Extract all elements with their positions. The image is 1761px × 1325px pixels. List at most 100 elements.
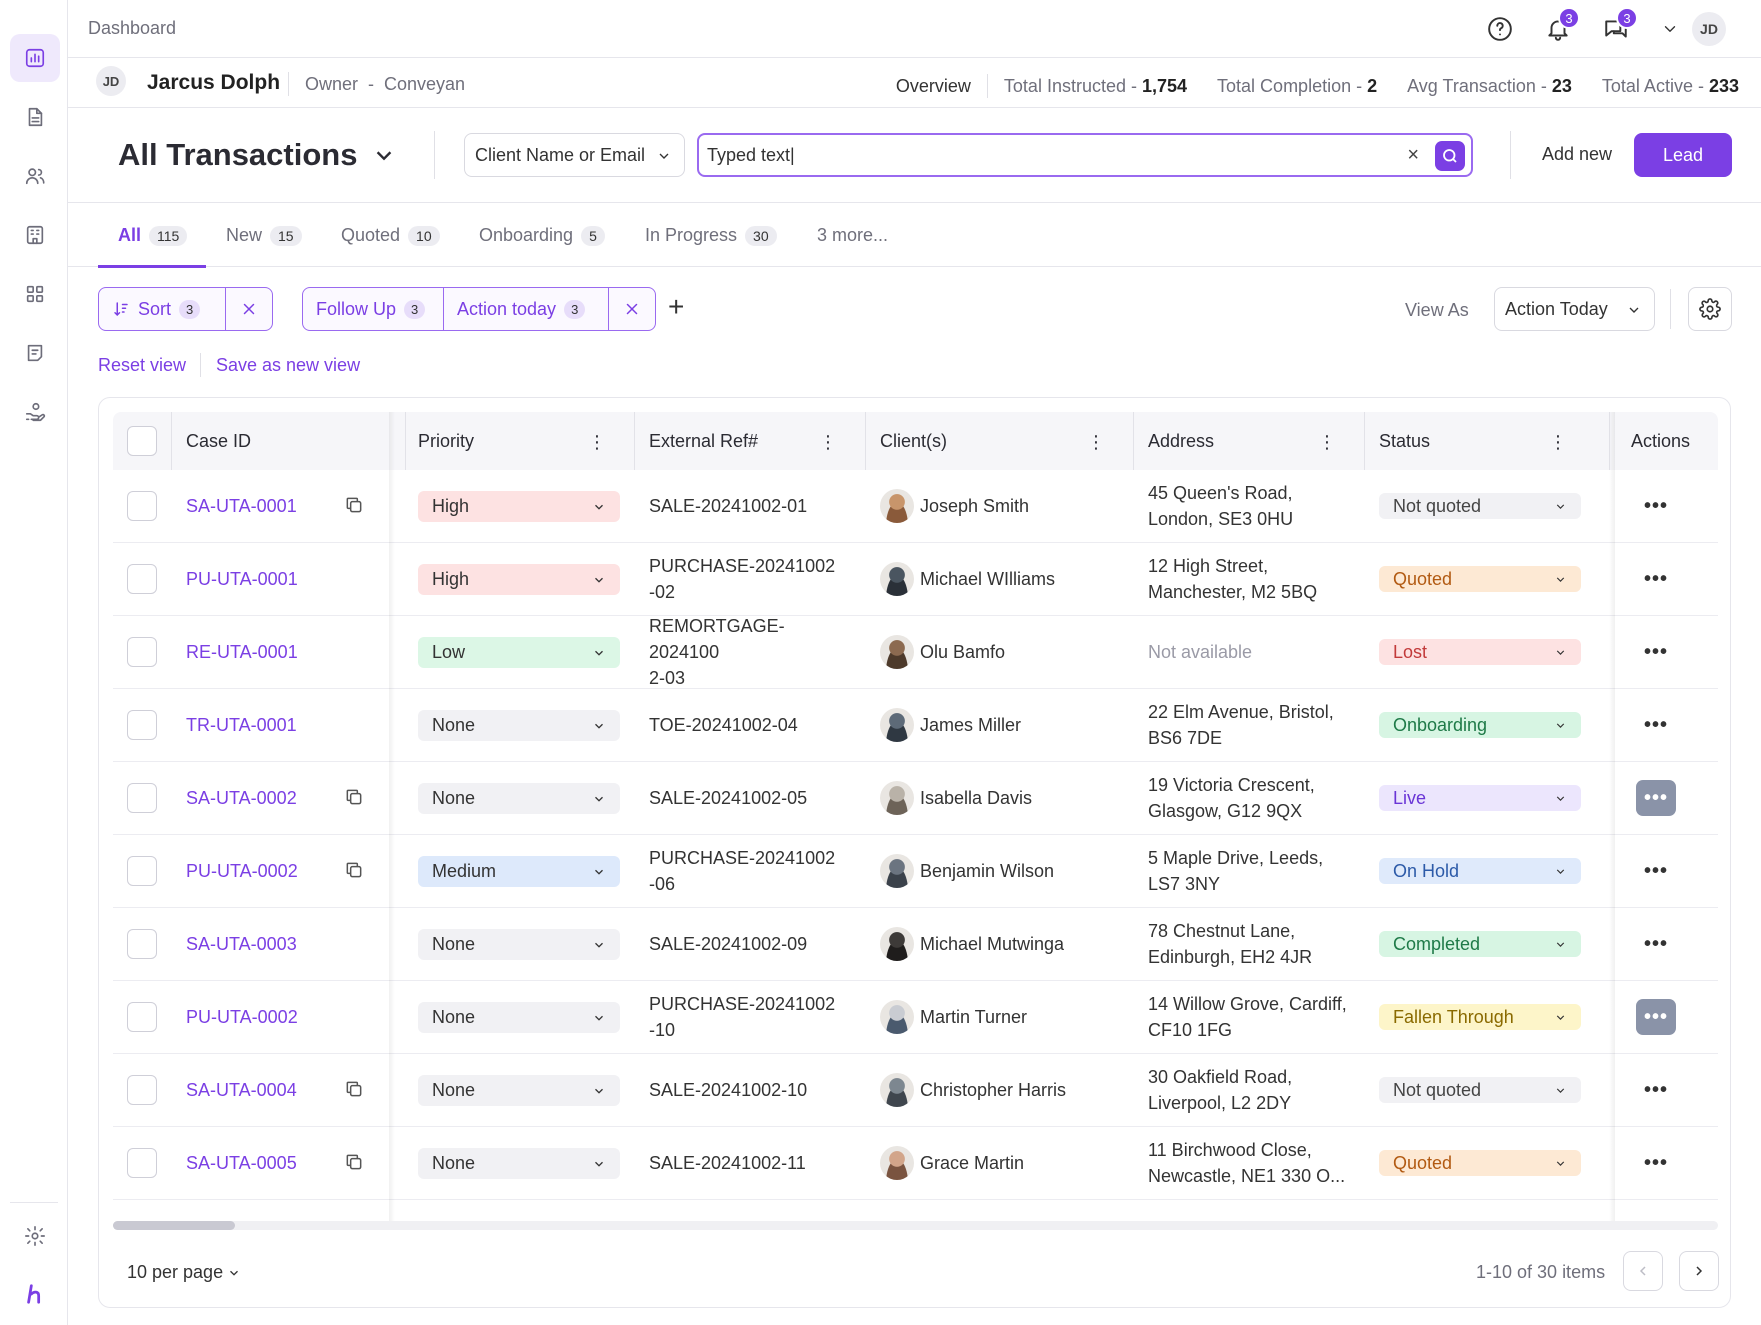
row-checkbox[interactable] (127, 710, 157, 740)
table-row[interactable]: SA-UTA-0005 None SALE-20241002-11 Grace Mar… (113, 1127, 1718, 1200)
row-checkbox[interactable] (127, 564, 157, 594)
priority-select[interactable]: None (418, 709, 620, 741)
table-settings-button[interactable] (1688, 287, 1732, 331)
priority-select[interactable]: None (418, 1074, 620, 1106)
case-id-link[interactable]: SA-UTA-0002 (186, 788, 297, 808)
status-select[interactable]: Completed (1379, 931, 1581, 957)
row-checkbox[interactable] (127, 1075, 157, 1105)
copy-icon[interactable] (344, 495, 364, 515)
case-id-link[interactable]: SA-UTA-0001 (186, 496, 297, 516)
row-checkbox[interactable] (127, 929, 157, 959)
copy-icon[interactable] (344, 1152, 364, 1172)
case-id-link[interactable]: PU-UTA-0002 (186, 861, 298, 881)
page-title-dropdown[interactable]: All Transactions (118, 137, 395, 173)
clear-sort-button[interactable] (226, 288, 272, 330)
priority-select[interactable]: Low (418, 636, 620, 668)
user-avatar[interactable]: JD (1692, 12, 1726, 46)
column-header-external-ref[interactable]: External Ref# ⋮ (649, 412, 855, 470)
column-menu-icon[interactable]: ⋮ (588, 432, 606, 452)
sidebar-item-documents[interactable] (10, 93, 60, 141)
select-all-checkbox[interactable] (127, 426, 157, 456)
tab-all[interactable]: All 115 (118, 225, 188, 246)
copy-icon[interactable] (344, 1079, 364, 1099)
row-actions-button[interactable]: ••• (1643, 568, 1668, 590)
row-checkbox[interactable] (127, 783, 157, 813)
breadcrumb[interactable]: Dashboard (88, 18, 177, 38)
next-page-button[interactable] (1679, 1251, 1719, 1291)
save-view-link[interactable]: Save as new view (216, 355, 361, 375)
client-name[interactable]: Isabella Davis (920, 788, 1033, 808)
add-filter-button[interactable]: + (668, 291, 685, 322)
client-name[interactable]: Joseph Smith (920, 496, 1030, 516)
search-input[interactable]: Typed text| × (697, 133, 1473, 177)
client-name[interactable]: Christopher Harris (920, 1080, 1067, 1100)
table-row[interactable]: PU-UTA-0002 Medium PURCHASE-20241002 -06 Be… (113, 835, 1718, 908)
priority-select[interactable]: High (418, 563, 620, 595)
client-name[interactable]: Martin Turner (920, 1007, 1028, 1027)
tab-onboarding[interactable]: Onboarding 5 (479, 225, 605, 246)
sidebar-item-dashboard[interactable] (10, 34, 60, 82)
row-checkbox[interactable] (127, 1148, 157, 1178)
row-checkbox[interactable] (127, 856, 157, 886)
reset-view-link[interactable]: Reset view (98, 355, 187, 375)
row-checkbox[interactable] (127, 491, 157, 521)
tab-new[interactable]: New 15 (226, 225, 302, 246)
client-name[interactable]: Benjamin Wilson (920, 861, 1055, 881)
status-select[interactable]: On Hold (1379, 858, 1581, 884)
client-name[interactable]: Olu Bamfo (920, 642, 1006, 662)
table-row[interactable]: PU-UTA-0001 High PURCHASE-20241002 -02 Mich… (113, 543, 1718, 616)
row-actions-button[interactable]: ••• (1636, 780, 1676, 816)
status-select[interactable]: Quoted (1379, 1150, 1581, 1176)
status-select[interactable]: Onboarding (1379, 712, 1581, 738)
row-actions-button[interactable]: ••• (1636, 999, 1676, 1035)
column-header-priority[interactable]: Priority ⋮ (418, 412, 624, 470)
row-actions-button[interactable]: ••• (1643, 714, 1668, 736)
scrollbar-thumb[interactable] (113, 1221, 235, 1230)
table-row[interactable]: SA-UTA-0003 None SALE-20241002-09 Michael M… (113, 908, 1718, 981)
client-name[interactable]: James Miller (920, 715, 1022, 735)
notifications-button[interactable]: 3 (1542, 7, 1580, 45)
table-row[interactable]: SA-UTA-0002 None SALE-20241002-05 Isabella … (113, 762, 1718, 835)
case-id-link[interactable]: PU-UTA-0002 (186, 1007, 298, 1027)
row-actions-button[interactable]: ••• (1643, 495, 1668, 517)
column-menu-icon[interactable]: ⋮ (1087, 432, 1105, 452)
sidebar-item-users[interactable] (10, 152, 60, 200)
table-row[interactable]: SA-UTA-0004 None SALE-20241002-10 Christoph… (113, 1054, 1718, 1127)
sort-chip[interactable]: Sort 3 (99, 288, 226, 330)
search-button[interactable] (1435, 141, 1465, 171)
view-as-select[interactable]: Action Today (1494, 287, 1655, 331)
column-menu-icon[interactable]: ⋮ (1549, 432, 1567, 452)
overview-link[interactable]: Overview (895, 75, 971, 96)
tab-quoted[interactable]: Quoted 10 (341, 225, 440, 246)
client-name[interactable]: Grace Martin (920, 1153, 1025, 1173)
table-row[interactable]: SA-UTA-0001 High SALE-20241002-01 Joseph Sm… (113, 470, 1718, 543)
priority-select[interactable]: None (418, 782, 620, 814)
client-name[interactable]: Michael WIlliams (920, 569, 1056, 589)
table-row[interactable]: RE-UTA-0001 Low REMORTGAGE-2024100 2-03 Olu… (113, 616, 1718, 689)
tab-more[interactable]: 3 more... (817, 225, 888, 246)
column-header-address[interactable]: Address ⋮ (1148, 412, 1354, 470)
status-select[interactable]: Fallen Through (1379, 1004, 1581, 1030)
sidebar-item-property[interactable] (10, 211, 60, 259)
status-select[interactable]: Not quoted (1379, 493, 1581, 519)
case-id-link[interactable]: TR-UTA-0001 (186, 715, 297, 735)
copy-icon[interactable] (344, 787, 364, 807)
sidebar-item-clients[interactable] (10, 388, 60, 436)
priority-select[interactable]: Medium (418, 855, 620, 887)
row-actions-button[interactable]: ••• (1643, 860, 1668, 882)
case-id-link[interactable]: SA-UTA-0004 (186, 1080, 297, 1100)
row-actions-button[interactable]: ••• (1643, 933, 1668, 955)
status-select[interactable]: Lost (1379, 639, 1581, 665)
status-select[interactable]: Quoted (1379, 566, 1581, 592)
case-id-link[interactable]: PU-UTA-0001 (186, 569, 298, 589)
sidebar-item-notes[interactable] (10, 329, 60, 377)
column-header-clients[interactable]: Client(s) ⋮ (880, 412, 1123, 470)
row-checkbox[interactable] (127, 1002, 157, 1032)
status-select[interactable]: Live (1379, 785, 1581, 811)
row-actions-button[interactable]: ••• (1643, 1079, 1668, 1101)
case-id-link[interactable]: SA-UTA-0003 (186, 934, 297, 954)
case-id-link[interactable]: SA-UTA-0005 (186, 1153, 297, 1173)
priority-select[interactable]: None (418, 1001, 620, 1033)
client-name[interactable]: Michael Mutwinga (920, 934, 1065, 954)
priority-select[interactable]: None (418, 1147, 620, 1179)
